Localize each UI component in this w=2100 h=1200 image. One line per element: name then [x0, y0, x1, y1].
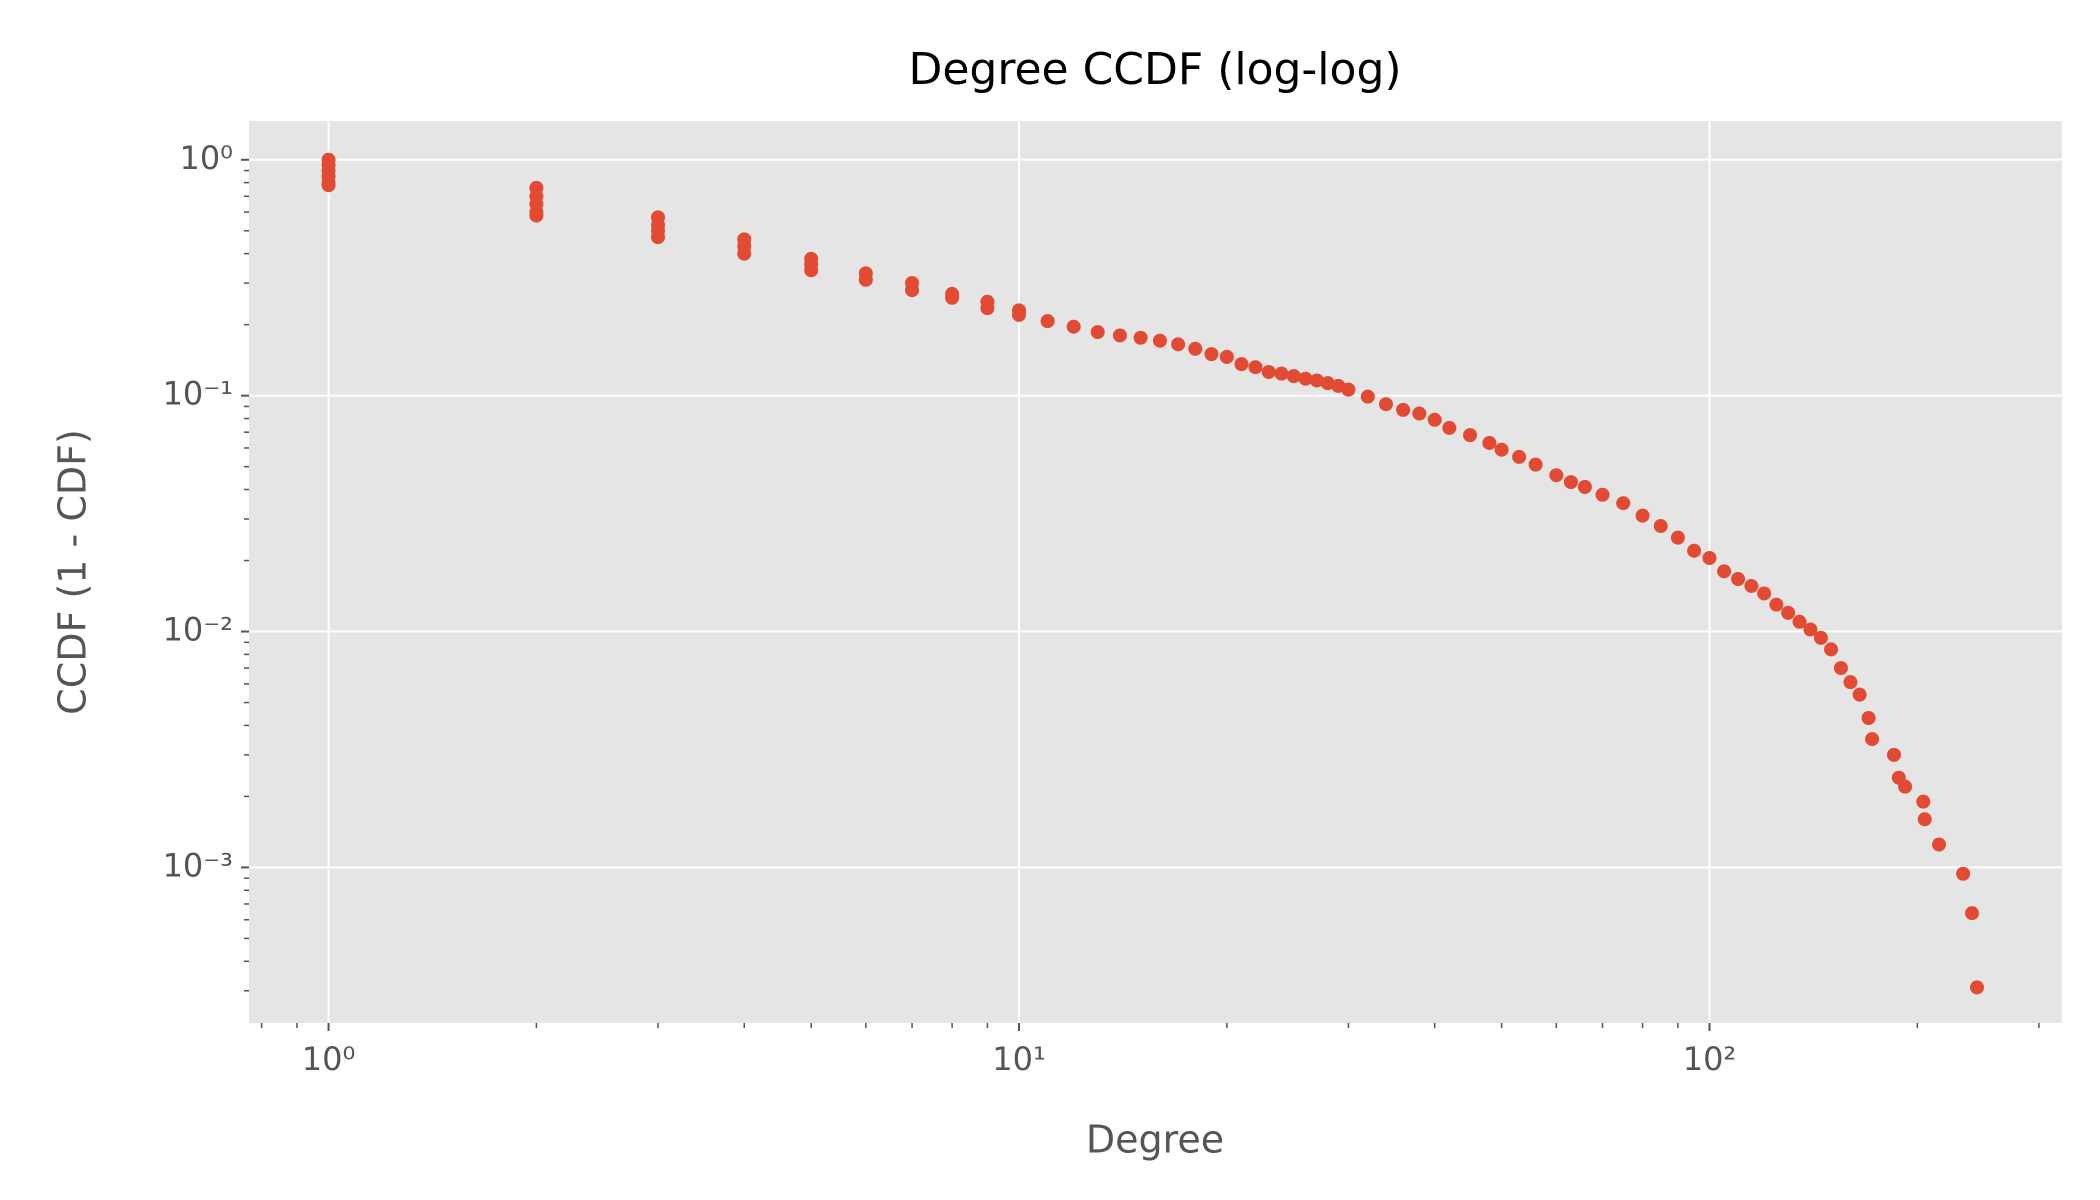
point: [1171, 337, 1186, 352]
point: [1012, 307, 1027, 322]
point: [1843, 675, 1858, 690]
point: [1274, 366, 1289, 381]
x-axis-label: Degree: [1086, 1118, 1224, 1162]
point: [1861, 710, 1876, 725]
point: [1112, 328, 1127, 343]
point: [1744, 578, 1759, 593]
point: [737, 246, 752, 261]
point: [1653, 519, 1668, 534]
point: [529, 208, 544, 223]
point: [1595, 487, 1610, 502]
point: [1616, 496, 1631, 511]
point: [1378, 397, 1393, 412]
point: [1512, 449, 1527, 464]
chart-title: Degree CCDF (log-log): [908, 44, 1401, 95]
point: [1757, 586, 1772, 601]
point: [1248, 360, 1263, 375]
point: [1932, 837, 1947, 852]
point: [1886, 747, 1901, 762]
point: [1916, 794, 1931, 809]
point: [1549, 468, 1564, 483]
point: [1781, 605, 1796, 620]
point: [1803, 622, 1818, 637]
point: [1969, 980, 1984, 995]
point: [1482, 435, 1497, 450]
y-axis-label: CCDF (1 - CDF): [51, 429, 95, 715]
point: [1152, 333, 1167, 348]
point: [1670, 530, 1685, 545]
point: [1813, 630, 1828, 645]
point: [321, 178, 336, 193]
point: [945, 290, 960, 305]
point: [650, 230, 665, 245]
point: [1309, 373, 1324, 388]
point: [1865, 732, 1880, 747]
y-tick-label: 10⁻¹: [163, 375, 233, 413]
point: [1442, 420, 1457, 435]
x-tick-label: 10²: [1683, 1040, 1737, 1078]
point: [1494, 442, 1509, 457]
point: [1188, 341, 1203, 356]
point: [1090, 325, 1105, 340]
point: [1898, 779, 1913, 794]
y-tick-label: 10⁰: [179, 139, 233, 177]
point: [1563, 475, 1578, 490]
point: [1824, 642, 1839, 657]
point: [1702, 550, 1717, 565]
point: [1769, 597, 1784, 612]
point: [1833, 661, 1848, 676]
point: [1792, 614, 1807, 629]
point: [905, 283, 920, 298]
point: [1577, 479, 1592, 494]
point: [1286, 369, 1301, 384]
point: [1427, 412, 1442, 427]
point: [1234, 357, 1249, 372]
x-tick-label: 10⁰: [302, 1040, 356, 1078]
point: [980, 301, 995, 316]
point: [1717, 564, 1732, 579]
point: [858, 272, 873, 287]
point: [1687, 543, 1702, 558]
point: [1412, 406, 1427, 421]
point: [1731, 572, 1746, 587]
point: [1133, 330, 1148, 345]
point: [1917, 812, 1932, 827]
point: [1463, 428, 1478, 443]
y-tick-label: 10⁻³: [163, 846, 233, 884]
plot-area: [249, 121, 2062, 1023]
point: [1066, 319, 1081, 334]
point: [1360, 389, 1375, 404]
point: [804, 263, 819, 278]
y-tick-label: 10⁻²: [163, 611, 233, 649]
point: [1261, 364, 1276, 379]
point: [1965, 906, 1980, 921]
point: [1956, 866, 1971, 881]
point: [1219, 349, 1234, 364]
point: [1528, 457, 1543, 472]
point: [1204, 347, 1219, 362]
point: [1298, 371, 1313, 386]
point: [1396, 402, 1411, 417]
point: [1040, 314, 1055, 329]
point: [1852, 687, 1867, 702]
point: [1635, 508, 1650, 523]
point: [1341, 382, 1356, 397]
x-tick-label: 10¹: [992, 1040, 1046, 1078]
point: [1320, 376, 1335, 391]
